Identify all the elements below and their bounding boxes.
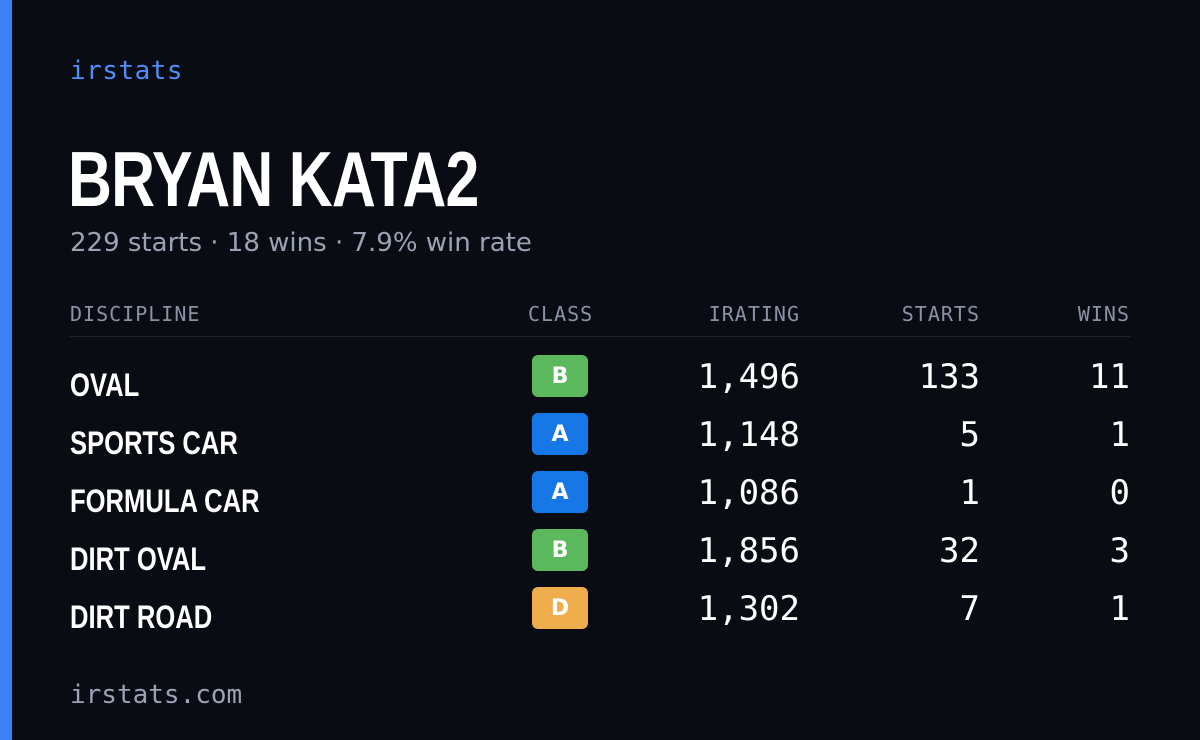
irating-value: 1,302 [697,589,800,629]
player-summary: 229 starts · 18 wins · 7.9% win rate [70,228,532,258]
irating-value: 1,856 [697,531,800,571]
player-name: BRYAN KATA2 [68,135,479,223]
starts-value: 133 [918,357,980,397]
table-header: DISCIPLINE CLASS IRATING STARTS WINS [70,296,1130,337]
header-class: CLASS [528,302,594,326]
discipline-label: SPORTS CAR [70,425,238,461]
starts-value: 1 [959,473,980,513]
table-row: FORMULA CAR A 1,086 1 0 [70,469,1130,527]
discipline-stats-table: DISCIPLINE CLASS IRATING STARTS WINS OVA… [70,296,1130,643]
irating-value: 1,496 [697,357,800,397]
discipline-label: FORMULA CAR [70,483,260,519]
table-row: OVAL B 1,496 133 11 [70,353,1130,411]
discipline-label: DIRT OVAL [70,541,207,577]
footer-url: irstats.com [70,680,243,710]
table-row: SPORTS CAR A 1,148 5 1 [70,411,1130,469]
discipline-label: DIRT ROAD [70,599,213,635]
wins-value: 1 [1109,589,1130,629]
header-starts: STARTS [901,302,980,326]
irating-value: 1,086 [697,473,800,513]
class-badge: B [532,355,588,397]
summary-wins: 18 wins [226,228,327,258]
class-badge: B [532,529,588,571]
accent-bar [0,0,12,740]
header-irating: IRATING [708,302,800,326]
wins-value: 1 [1109,415,1130,455]
starts-value: 7 [959,589,980,629]
summary-separator: · [334,228,344,258]
summary-starts: 229 starts [70,228,202,258]
class-badge: A [532,471,588,513]
header-discipline: DISCIPLINE [70,302,201,326]
starts-value: 32 [939,531,980,571]
table-row: DIRT ROAD D 1,302 7 1 [70,585,1130,643]
wins-value: 3 [1109,531,1130,571]
table-row: DIRT OVAL B 1,856 32 3 [70,527,1130,585]
starts-value: 5 [959,415,980,455]
wins-value: 0 [1109,473,1130,513]
summary-separator: · [210,228,219,258]
irating-value: 1,148 [697,415,800,455]
table-body: OVAL B 1,496 133 11 SPORTS CAR A 1,148 5… [70,353,1130,643]
header-wins: WINS [1077,302,1130,326]
wins-value: 11 [1089,357,1130,397]
discipline-label: OVAL [70,367,140,403]
class-badge: D [532,587,588,629]
class-badge: A [532,413,588,455]
summary-win-rate: 7.9% win rate [351,228,532,258]
brand-logo: irstats [70,56,184,86]
